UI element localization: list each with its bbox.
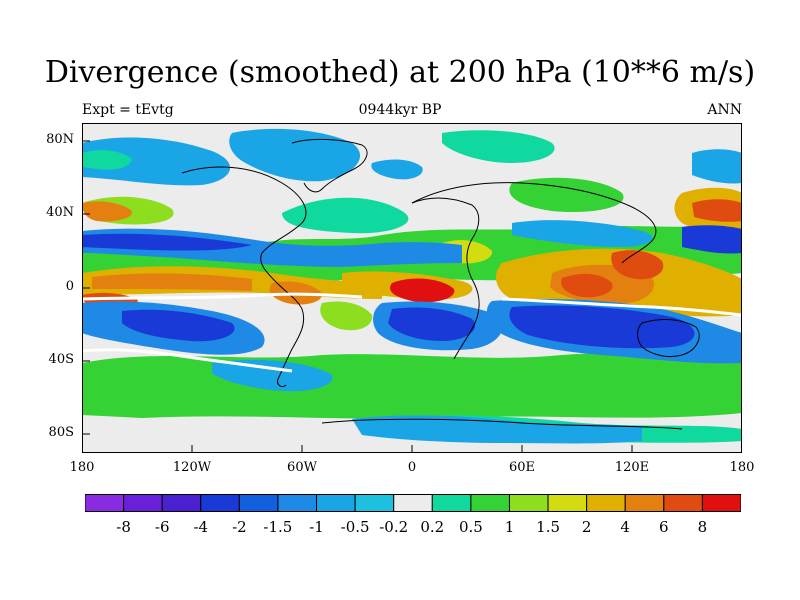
australia-coast (637, 319, 700, 358)
antarctic-coast-blue (352, 415, 642, 444)
south-indian-deep-blue (509, 305, 695, 349)
colorbar-boxes (85, 494, 741, 512)
colorbar-box-8 (393, 494, 433, 512)
africa-red-core (390, 278, 455, 303)
colorbar-box-11 (508, 494, 549, 512)
ytick-40s: 40S (48, 352, 74, 367)
south-atlantic-deep-blue (388, 307, 476, 341)
colorbar-box-7 (354, 494, 395, 512)
colorbar-label-12: 2 (581, 518, 592, 536)
asia-blue-band (512, 220, 653, 247)
divergence-field (82, 123, 742, 453)
south-pacific-deep-blue (122, 309, 235, 342)
antarctica-coast (321, 418, 683, 430)
colorbar-box-5 (277, 494, 318, 512)
colorbar-label-4: -1.5 (263, 518, 293, 536)
colorbar-box-16 (701, 494, 741, 512)
colorbar-box-9 (431, 494, 472, 512)
xtick-120w: 120W (172, 460, 212, 475)
indian-ocean-contour (501, 297, 742, 317)
ytick-80n: 80N (46, 132, 74, 147)
arctic-pacific-blue (82, 137, 231, 186)
africa-coast (411, 197, 480, 360)
arctic-teal-patch (82, 150, 132, 170)
colorbar-box-4 (238, 494, 279, 512)
xtick-0: 0 (407, 460, 417, 475)
colorbar-label-13: 4 (620, 518, 630, 536)
colorbar-box-13 (586, 494, 626, 512)
xtick-180-west: 180 (69, 460, 95, 475)
colorbar-label-14: 6 (659, 518, 669, 536)
colorbar-label-8: 0.2 (420, 518, 445, 536)
colorbar-label-7: -0.2 (379, 518, 409, 536)
colorbar-box-6 (316, 494, 356, 512)
ytick-80s: 80S (48, 425, 74, 440)
colorbar-box-1 (123, 494, 163, 512)
colorbar-box-0 (85, 494, 125, 512)
northeast-pacific-orange (82, 201, 133, 222)
southern-green-band (82, 353, 742, 419)
colorbar-box-2 (161, 494, 202, 512)
period-label: 0944kyr BP (358, 102, 442, 118)
zero-contours (82, 292, 742, 373)
xtick-180-east: 180 (729, 460, 755, 475)
equatorial-contour (82, 292, 363, 301)
colorbar-label-1: -6 (154, 518, 170, 536)
colorbar-label-0: -8 (116, 518, 131, 536)
southern-ocean-blue-patch (212, 359, 333, 392)
colorbar-label-6: -0.5 (340, 518, 370, 536)
xtick-60w: 60W (287, 460, 317, 475)
map-title: Divergence (smoothed) at 200 hPa (10**6 … (44, 55, 756, 90)
colorbar-label-11: 1.5 (536, 518, 561, 536)
season-label: ANN (707, 102, 742, 118)
greenland-blue (371, 159, 423, 180)
greenland-coast (291, 138, 368, 193)
arctic-europe-teal (442, 130, 555, 163)
colorbar-label-10: 1 (504, 518, 515, 536)
colorbar-label-2: -4 (193, 518, 209, 536)
colorbar-box-3 (200, 494, 240, 512)
colorbar (85, 494, 741, 512)
experiment-label: Expt = tEvtg (82, 102, 174, 118)
south-america-yellowgreen (320, 301, 373, 331)
xtick-60e: 60E (508, 460, 536, 475)
map-panel (82, 123, 742, 453)
xtick-120e: 120E (614, 460, 650, 475)
ytick-40n: 40N (46, 205, 74, 220)
north-west-pacific-blue (682, 225, 742, 254)
indian-ocean-red-core (561, 273, 613, 298)
arctic-siberia-blue (692, 149, 742, 184)
atlantic-green-patch (282, 197, 409, 234)
eurasia-coast (411, 182, 657, 264)
eastern-pacific-dark-orange (92, 273, 252, 291)
tick-marks (82, 140, 633, 453)
colorbar-label-3: -2 (232, 518, 247, 536)
colorbar-box-15 (663, 494, 703, 512)
arctic-canada-blue (229, 128, 361, 182)
ytick-0: 0 (65, 279, 74, 294)
west-pacific-red-core (611, 250, 664, 280)
colorbar-box-14 (624, 494, 665, 512)
colorbar-label-5: -1 (309, 518, 324, 536)
south-pacific-contour (82, 348, 293, 373)
colorbar-box-12 (547, 494, 588, 512)
asia-green-patch (509, 177, 624, 213)
colorbar-label-15: 8 (697, 518, 708, 536)
north-pacific-red-core (692, 199, 742, 222)
colorbar-box-10 (470, 494, 510, 512)
colorbar-label-9: 0.5 (458, 518, 483, 536)
north-pacific-deep-blue (82, 233, 252, 251)
